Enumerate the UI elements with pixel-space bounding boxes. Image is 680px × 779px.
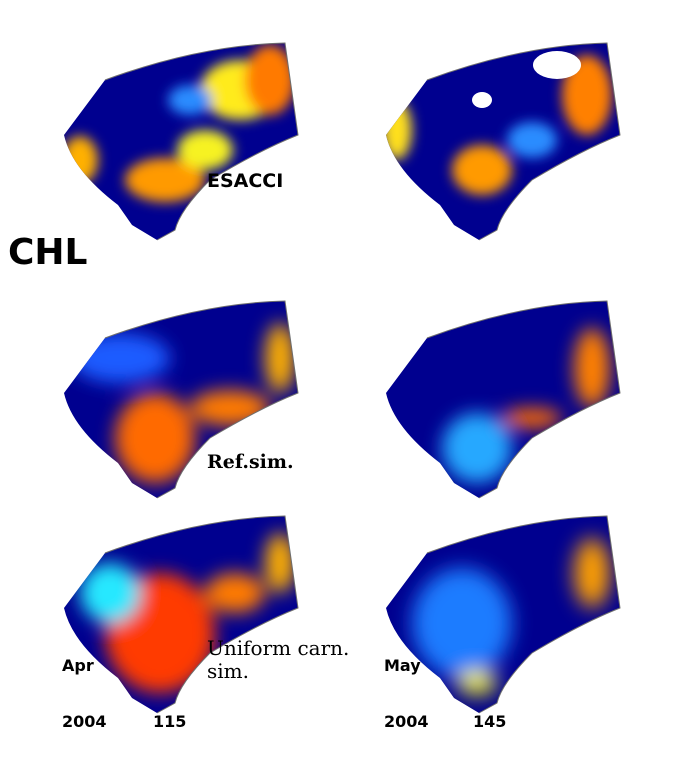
year-label-may: 2004 [384,712,429,731]
month-label-may: May [384,656,421,675]
row-label-refsim: Ref.sim. [207,451,294,473]
map-esacci-may [386,42,621,241]
map-esacci-apr [64,42,299,241]
map-uniform-may [386,515,621,714]
month-label-apr: Apr [62,656,94,675]
map-refsim-may [386,300,621,499]
day-label-may: 145 [473,712,507,731]
row-label-uniform: Uniform carn. sim. [207,636,350,683]
map-refsim-apr [64,300,299,499]
map-uniform-apr [64,515,299,714]
year-label-apr: 2004 [62,712,107,731]
row-label-esacci: ESACCI [207,170,284,192]
day-label-apr: 115 [153,712,187,731]
big-title: CHL [8,232,88,273]
